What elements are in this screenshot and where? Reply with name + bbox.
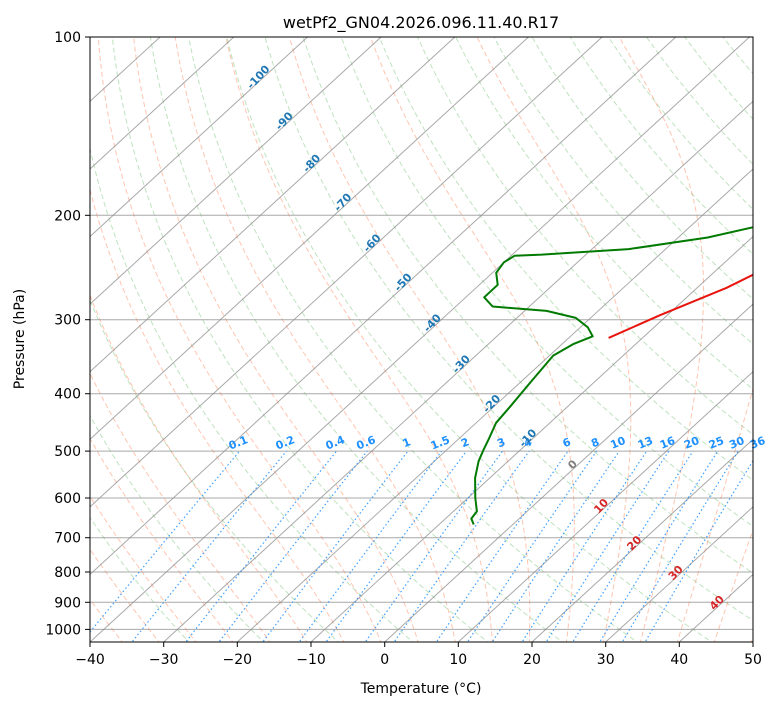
y-tick-label: 200	[54, 208, 81, 224]
x-axis-title: Temperature (°C)	[360, 681, 482, 697]
x-tick-label: 10	[449, 652, 467, 668]
isotherm	[753, 37, 775, 642]
y-tick-label: 300	[54, 313, 81, 329]
x-tick-label: −30	[149, 652, 179, 668]
y-tick-label: 700	[54, 531, 81, 547]
x-tick-label: −10	[296, 652, 326, 668]
x-tick-label: 50	[744, 652, 762, 668]
x-tick-label: −40	[75, 652, 105, 668]
x-tick-label: 0	[380, 652, 389, 668]
y-tick-label: 800	[54, 565, 81, 581]
y-tick-label: 500	[54, 444, 81, 460]
dry-adiabat	[751, 25, 775, 645]
y-tick-label: 900	[54, 595, 81, 611]
isotherm	[0, 37, 13, 642]
x-tick-label: 30	[597, 652, 615, 668]
x-tick-label: 20	[523, 652, 541, 668]
y-tick-label: 600	[54, 491, 81, 507]
y-tick-label: 1000	[45, 622, 81, 638]
x-tick-label: 40	[670, 652, 688, 668]
y-axis-title: Pressure (hPa)	[12, 289, 28, 389]
x-tick-label: −20	[223, 652, 253, 668]
y-tick-label: 100	[54, 30, 81, 46]
moist-adiabat	[750, 24, 775, 645]
chart-title: wetPf2_GN04.2026.096.11.40.R17	[283, 13, 559, 33]
y-tick-label: 400	[54, 387, 81, 403]
